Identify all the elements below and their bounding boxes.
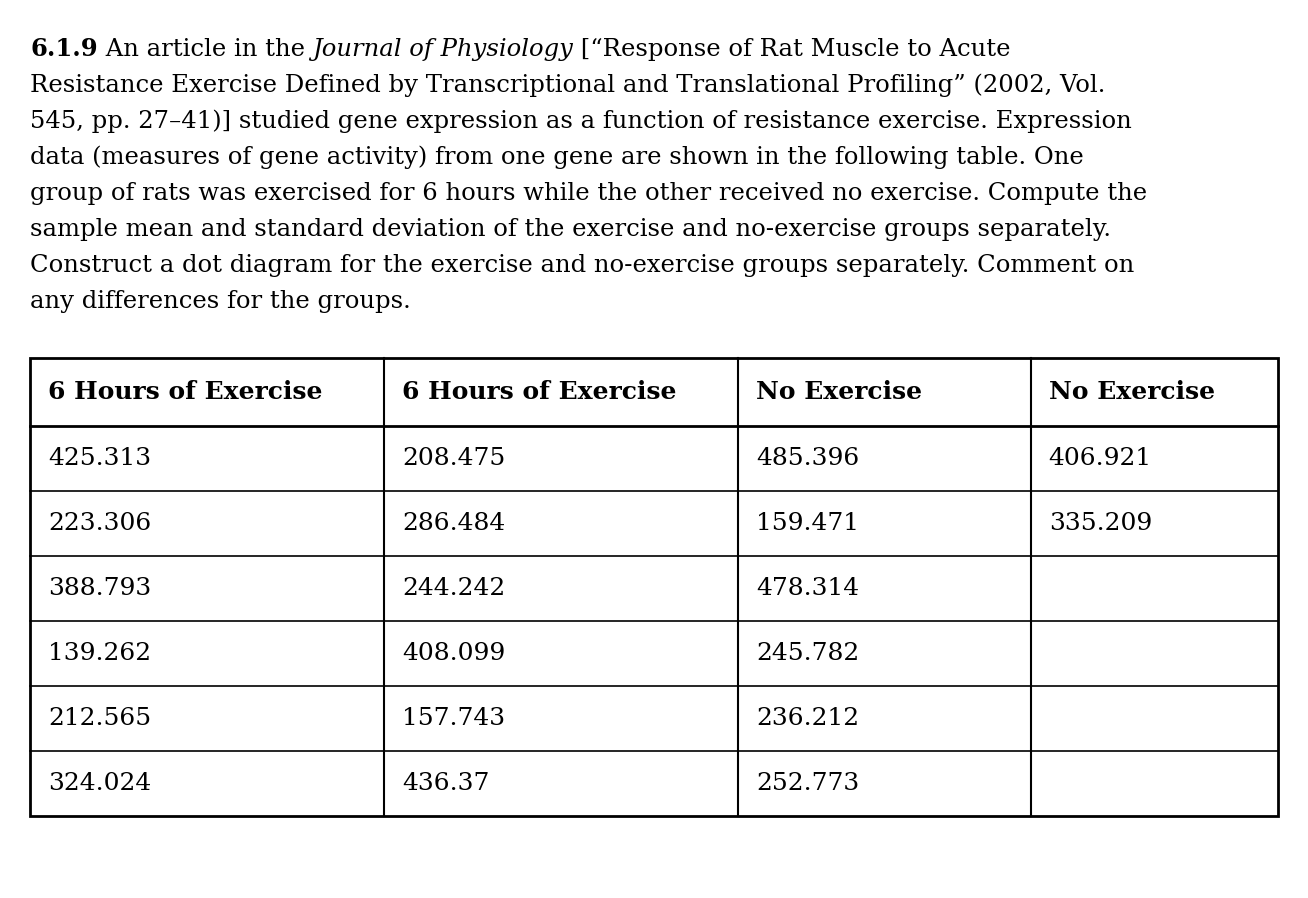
Text: 6 Hours of Exercise: 6 Hours of Exercise [48,380,323,404]
Text: 245.782: 245.782 [756,642,859,665]
Text: 335.209: 335.209 [1049,512,1152,535]
Text: 286.484: 286.484 [402,512,505,535]
Text: 388.793: 388.793 [48,577,152,600]
Text: [“Response of Rat Muscle to Acute: [“Response of Rat Muscle to Acute [573,38,1011,61]
Text: 223.306: 223.306 [48,512,152,535]
Bar [30,358,1278,816]
Text: 408.099: 408.099 [402,642,505,665]
Text: 157.743: 157.743 [402,707,505,730]
Text: data (measures of gene activity) from one gene are shown in the following table.: data (measures of gene activity) from on… [30,145,1084,169]
Text: 159.471: 159.471 [756,512,859,535]
Text: 436.37: 436.37 [402,772,489,795]
Text: 208.475: 208.475 [402,447,505,470]
Text: 545, pp. 27–41)] studied gene expression as a function of resistance exercise. E: 545, pp. 27–41)] studied gene expression… [30,110,1131,133]
Text: 139.262: 139.262 [48,642,152,665]
Text: 244.242: 244.242 [402,577,505,600]
Text: No Exercise: No Exercise [756,380,922,404]
Text: 6 Hours of Exercise: 6 Hours of Exercise [402,380,676,404]
Text: 6.1.9: 6.1.9 [30,37,98,61]
Text: 236.212: 236.212 [756,707,859,730]
Text: group of rats was exercised for 6 hours while the other received no exercise. Co: group of rats was exercised for 6 hours … [30,182,1147,205]
Text: Journal of Physiology: Journal of Physiology [313,38,573,61]
Text: An article in the: An article in the [98,38,313,61]
Text: 324.024: 324.024 [48,772,152,795]
Text: 425.313: 425.313 [48,447,152,470]
Text: any differences for the groups.: any differences for the groups. [30,290,411,313]
Text: 212.565: 212.565 [48,707,152,730]
Text: 252.773: 252.773 [756,772,859,795]
Text: 406.921: 406.921 [1049,447,1152,470]
Text: Construct a dot diagram for the exercise and no-exercise groups separately. Comm: Construct a dot diagram for the exercise… [30,254,1134,277]
Text: No Exercise: No Exercise [1049,380,1215,404]
Text: 478.314: 478.314 [756,577,859,600]
Text: sample mean and standard deviation of the exercise and no-exercise groups separa: sample mean and standard deviation of th… [30,218,1110,241]
Text: 485.396: 485.396 [756,447,859,470]
Text: Resistance Exercise Defined by Transcriptional and Translational Profiling” (200: Resistance Exercise Defined by Transcrip… [30,74,1105,97]
